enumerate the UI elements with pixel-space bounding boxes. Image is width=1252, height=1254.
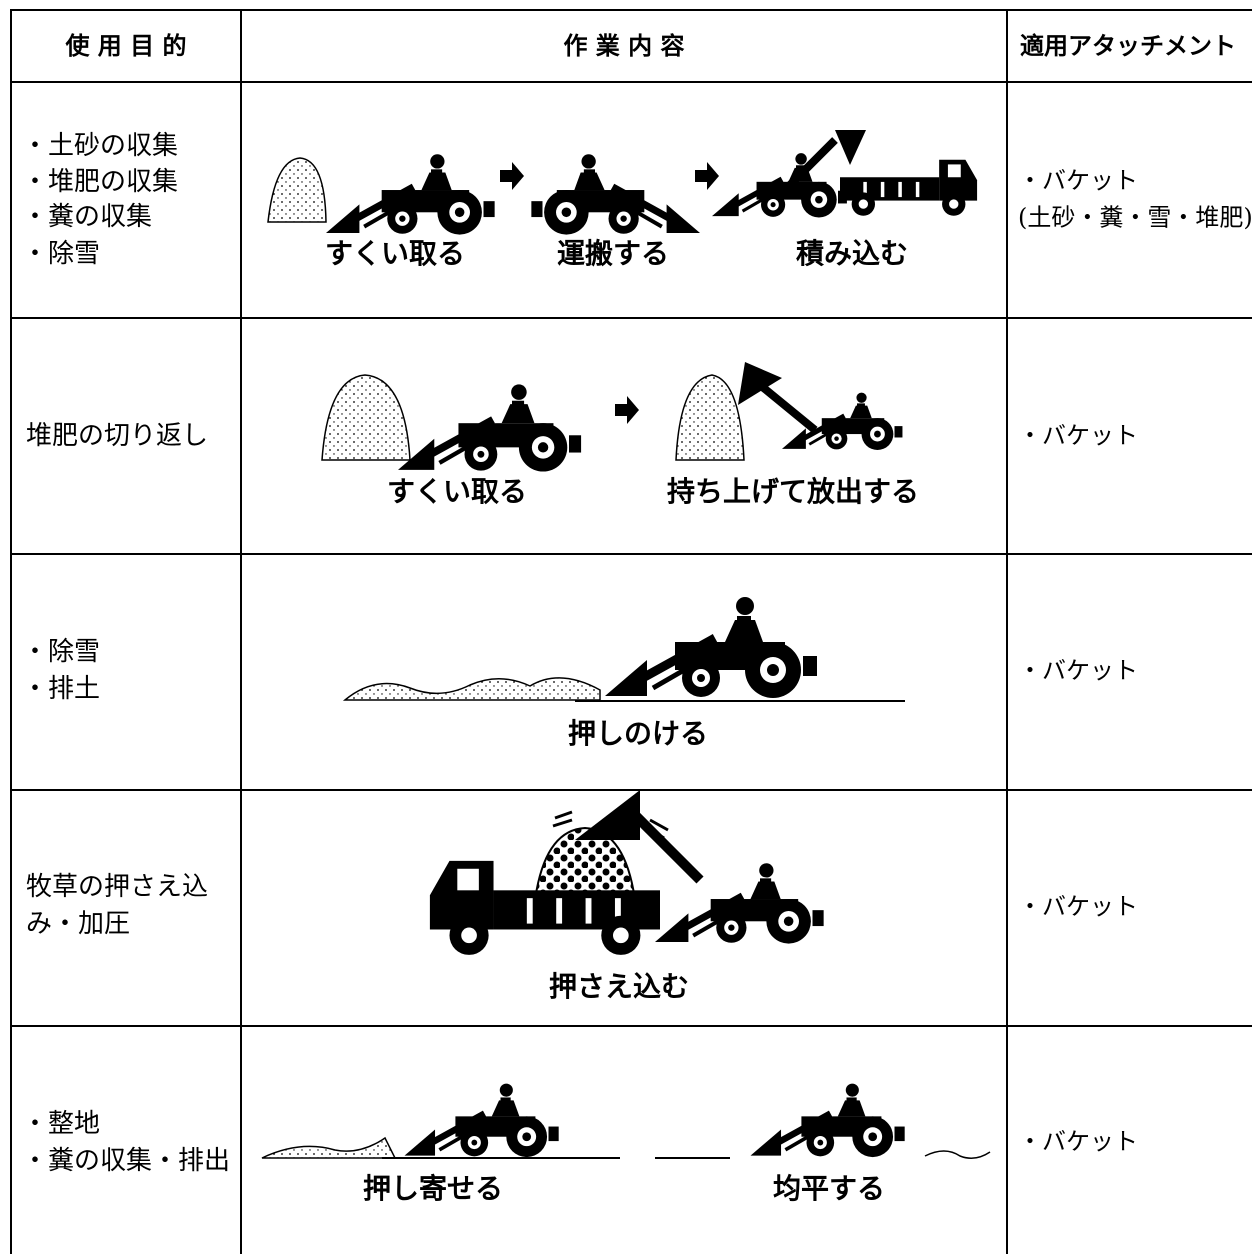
- purpose: ・堆肥の収集: [22, 167, 178, 197]
- attachment: ・バケット: [1018, 1128, 1138, 1156]
- work-caption: 押さえ込む: [549, 970, 689, 1003]
- purpose: ・除雪: [22, 637, 100, 667]
- work-caption: 運搬する: [557, 237, 669, 270]
- header-cell: 使 用 目 的: [64, 32, 186, 60]
- work-caption: すくい取る: [325, 237, 465, 270]
- attachment: ・バケット: [1018, 657, 1138, 685]
- purpose: み・加圧: [26, 909, 130, 939]
- purpose: 堆肥の切り返し: [26, 421, 208, 451]
- work-caption: 均平する: [773, 1172, 885, 1205]
- work-caption: 押しのける: [568, 717, 708, 750]
- attachment: (土砂・糞・雪・堆肥): [1018, 204, 1252, 232]
- illustration: [321, 362, 902, 472]
- illustration: [261, 1084, 991, 1159]
- header-cell: 作 業 内 容: [563, 32, 684, 60]
- illustration: [267, 130, 978, 235]
- work-caption: 押し寄せる: [363, 1172, 503, 1205]
- purpose: 牧草の押さえ込: [26, 872, 208, 902]
- purpose: ・土砂の収集: [22, 131, 178, 161]
- purpose: ・整地: [22, 1109, 100, 1139]
- work-caption: すくい取る: [387, 475, 527, 508]
- purpose: ・糞の収集: [22, 202, 152, 232]
- purpose: ・排土: [22, 674, 100, 704]
- header-cell: 適用アタッチメント: [1020, 32, 1236, 60]
- attachment: ・バケット: [1018, 167, 1138, 195]
- attachment: ・バケット: [1018, 422, 1138, 450]
- illustration: [342, 597, 905, 702]
- table-grid: [10, 9, 1252, 1254]
- illustration: [429, 790, 824, 955]
- work-caption: 持ち上げて放出する: [667, 475, 919, 508]
- work-caption: 積み込む: [796, 237, 908, 270]
- purpose: ・糞の収集・排出: [22, 1146, 230, 1176]
- attachment: ・バケット: [1018, 893, 1138, 921]
- purpose: ・除雪: [22, 239, 100, 269]
